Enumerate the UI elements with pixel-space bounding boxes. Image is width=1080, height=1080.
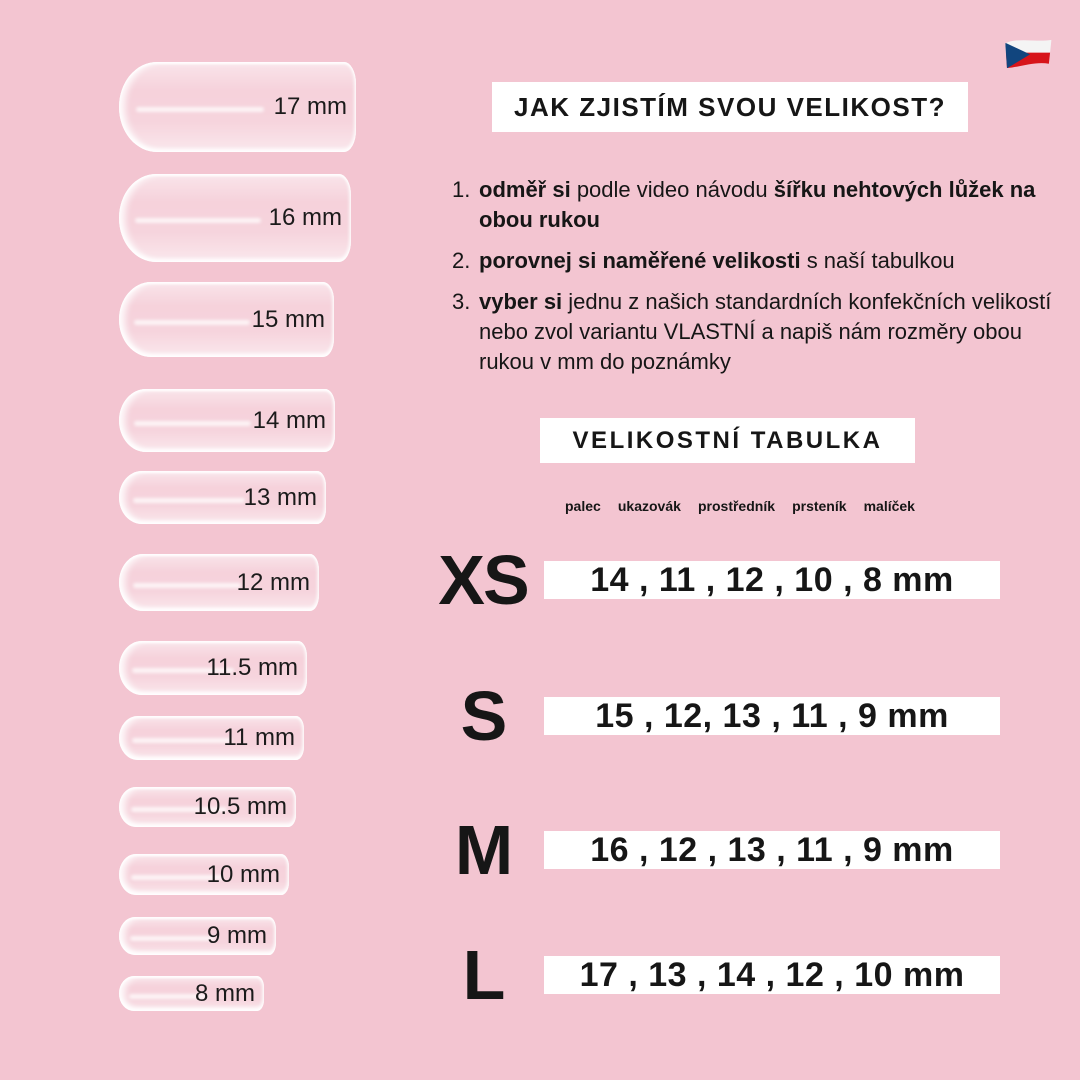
nail-tip: 11.5 mm [119,641,307,695]
nail-tip: 10.5 mm [119,787,296,827]
size-row: XS 14 , 11 , 12 , 10 , 8 mm [435,545,1000,615]
nail-size-label: 9 mm [207,922,267,949]
size-letter: S [460,677,508,755]
nail-tip: 8 mm [119,976,264,1011]
nail-tip: 17 mm [119,62,356,152]
nail-size-label: 10.5 mm [193,793,287,820]
step-text: porovnej si naměřené velikosti s naší ta… [479,248,955,273]
size-letter: XS [438,541,529,619]
step-item: 2. porovnej si naměřené velikosti s naší… [452,246,1080,276]
nail-size-label: 11.5 mm [206,654,298,681]
size-values-strip: 15 , 12, 13 , 11 , 9 mm [544,697,1000,735]
size-letter: M [454,811,513,889]
size-letter: L [462,936,506,1014]
czech-flag-icon [1005,39,1052,69]
steps-list: 1. odměř si podle video návodu šířku neh… [452,175,1080,388]
size-values-strip: 16 , 12 , 13 , 11 , 9 mm [544,831,1000,869]
nail-tip: 13 mm [119,471,326,524]
finger-header-malicek: malíček [863,498,915,514]
nail-tip: 15 mm [119,282,334,357]
nail-size-label: 10 mm [206,860,280,888]
size-values: 16 , 12 , 13 , 11 , 9 mm [590,830,954,869]
nail-tip: 12 mm [119,554,319,611]
size-table-title-box: VELIKOSTNÍ TABULKA [540,418,915,463]
flag-blue-triangle [1005,42,1031,69]
nail-size-label: 8 mm [195,979,255,1007]
nail-tip: 9 mm [119,917,276,955]
size-values-strip: 14 , 11 , 12 , 10 , 8 mm [544,561,1000,599]
step-item: 1. odměř si podle video návodu šířku neh… [452,175,1080,235]
nail-size-label: 14 mm [252,406,326,434]
how-to-title-box: JAK ZJISTÍM SVOU VELIKOST? [492,82,968,132]
nail-size-label: 13 mm [243,483,317,511]
nail-tip: 16 mm [119,174,351,262]
nail-tip: 11 mm [119,716,304,760]
size-row: S 15 , 12, 13 , 11 , 9 mm [435,681,1000,751]
size-values: 15 , 12, 13 , 11 , 9 mm [595,696,949,735]
nail-tip: 10 mm [119,854,289,895]
step-number: 2. [452,248,471,273]
size-values: 14 , 11 , 12 , 10 , 8 mm [590,560,954,599]
nail-size-label: 17 mm [273,93,347,120]
size-row: L 17 , 13 , 14 , 12 , 10 mm [435,940,1000,1010]
size-values: 17 , 13 , 14 , 12 , 10 mm [579,955,965,994]
step-number: 3. [452,289,471,314]
size-table-title: VELIKOSTNÍ TABULKA [572,426,883,454]
finger-header-prstenik: prsteník [792,498,847,514]
size-values-strip: 17 , 13 , 14 , 12 , 10 mm [544,956,1000,994]
step-number: 1. [452,177,471,202]
nail-size-label: 15 mm [251,305,325,333]
finger-header-ukazovak: ukazovák [617,498,681,514]
how-to-title: JAK ZJISTÍM SVOU VELIKOST? [514,91,946,122]
size-row: M 16 , 12 , 13 , 11 , 9 mm [435,815,1000,885]
nail-size-label: 16 mm [268,204,342,231]
finger-headers: palec ukazovák prostředník prsteník malí… [565,498,915,514]
nail-size-label: 12 mm [236,568,310,596]
nail-tip: 14 mm [119,389,335,452]
step-text: vyber si jednu z našich standardních kon… [479,289,1052,374]
step-text: odměř si podle video návodu šířku nehtov… [479,177,1036,232]
finger-header-prostrednik: prostředník [697,498,775,514]
finger-header-palec: palec [565,498,601,514]
nail-size-label: 11 mm [223,724,295,751]
step-item: 3. vyber si jednu z našich standardních … [452,287,1080,377]
